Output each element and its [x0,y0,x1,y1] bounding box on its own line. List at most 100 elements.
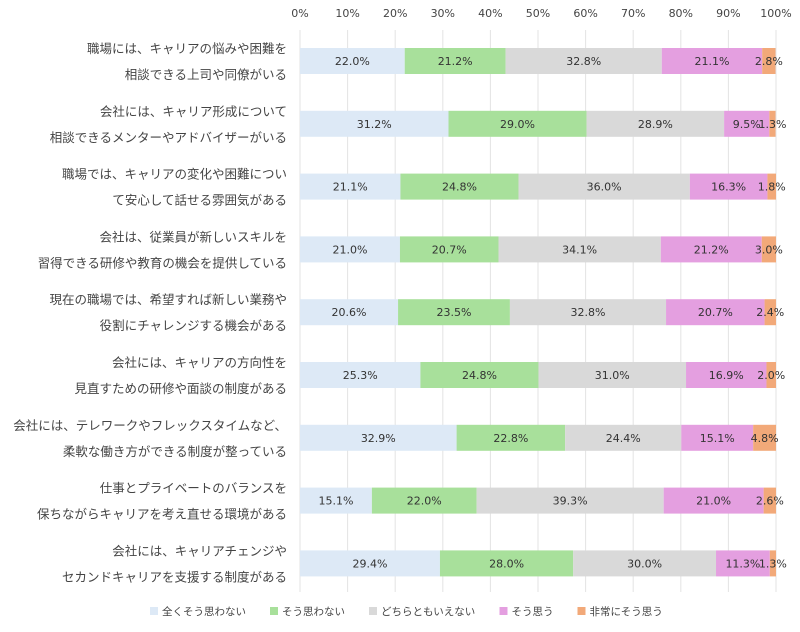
data-label: 32.9% [361,432,396,445]
x-tick-label: 0% [291,7,308,20]
bar-segment [538,362,687,388]
bar-segment [439,550,574,577]
data-label: 24.8% [442,181,477,194]
bar-segment [753,424,776,451]
bar-segment [476,487,664,514]
legend-swatch [270,607,278,615]
data-label: 21.0% [696,495,731,508]
x-tick-label: 20% [383,7,407,20]
category-label: て安心して話せる雰囲気がある [112,193,287,208]
category-label: 保ちながらキャリアを考え直せる環境がある [37,507,287,522]
bar-segment [724,110,770,137]
x-tick-label: 100% [760,7,791,20]
bar-segment [660,236,762,263]
bar-segment [716,550,770,577]
bar-segment [456,424,566,451]
legend-label: そう思う [512,606,554,618]
category-label: 習得できる研修や教育の機会を提供している [38,255,287,270]
bar-segment [509,299,667,326]
legend-label: 非常にそう思う [590,605,663,618]
bar-segment [300,236,400,263]
category-label: 会社には、キャリア形成について [100,104,287,119]
data-label: 16.9% [709,369,744,382]
category-label: セカンドキャリアを支援する制度がある [62,569,287,584]
data-label: 25.3% [343,369,378,382]
category-label: 相談できる上司や同僚がいる [125,67,287,82]
bar-segment [300,550,440,577]
data-label: 29.0% [500,118,535,131]
bar-segment [404,48,506,74]
category-label: 会社には、テレワークやフレックスタイムなど、 [13,418,287,433]
legend-swatch [369,607,377,615]
data-label: 34.1% [562,243,597,256]
data-label: 36.0% [587,181,622,194]
data-label: 28.9% [638,118,673,131]
data-label: 4.8% [751,432,779,445]
bar-segment [448,110,587,137]
category-label: 仕事とプライベートのバランスを [100,481,287,496]
bar-segment [300,299,399,326]
data-label: 20.6% [332,306,367,319]
bar-segment [686,362,767,388]
bar-segment [763,487,776,514]
data-label: 20.7% [432,243,467,256]
data-label: 1.3% [758,118,786,131]
category-label: 相談できるメンターやアドバイザーがいる [50,130,287,145]
bar-segment [420,362,539,388]
x-tick-label: 10% [335,7,359,20]
x-tick-label: 30% [431,7,455,20]
bar-segment [399,236,499,263]
data-label: 30.0% [627,557,662,570]
data-label: 21.0% [333,243,368,256]
legend-label: そう思わない [282,606,345,618]
legend-swatch [577,607,586,615]
data-label: 2.6% [756,495,784,508]
bar-segment [371,487,477,514]
legend-swatch [499,607,508,615]
bar-segment [769,110,776,137]
x-tick-label: 80% [669,7,693,20]
bar-segment [300,487,372,514]
category-label: 会社は、従業員が新しいスキルを [99,229,287,244]
category-label: 職場には、キャリアの悩みや困難を [87,41,287,56]
bar-segment [761,236,776,263]
bar-segment [498,236,661,263]
bar-segment [764,299,776,326]
data-label: 24.8% [462,369,497,382]
data-label: 32.8% [566,55,601,68]
data-label: 39.3% [553,495,588,508]
legend-label: どちらともいえない [381,606,475,618]
bar-segment [689,173,768,200]
bar-segment [565,424,682,451]
data-label: 22.0% [407,495,442,508]
bar-segment [400,173,519,200]
bar-segment [586,110,725,137]
category-label: 職場では、キャリアの変化や困難につい [62,167,287,182]
bar-segment [300,362,421,388]
bar-segment [663,487,764,514]
x-tick-label: 50% [526,7,550,20]
bar-segment [762,48,776,74]
bar-segment [300,424,457,451]
data-label: 15.1% [700,432,735,445]
bar-segment [300,48,405,74]
data-label: 11.3% [725,557,760,570]
data-label: 31.0% [595,369,630,382]
x-tick-label: 40% [478,7,502,20]
bar-segment [769,550,776,577]
data-label: 22.8% [493,432,528,445]
bar-segment [661,48,763,74]
data-label: 2.8% [755,55,783,68]
data-label: 28.0% [489,557,524,570]
data-label: 15.1% [318,495,353,508]
data-label: 2.0% [757,369,785,382]
data-label: 20.7% [698,306,733,319]
bar-segment [505,48,662,74]
category-label: 柔軟な働き方ができる制度が整っている [63,444,287,459]
bar-segment [300,110,449,137]
bar-segment [666,299,765,326]
data-label: 31.2% [357,118,392,131]
legend-label: 全くそう思わない [162,605,246,618]
